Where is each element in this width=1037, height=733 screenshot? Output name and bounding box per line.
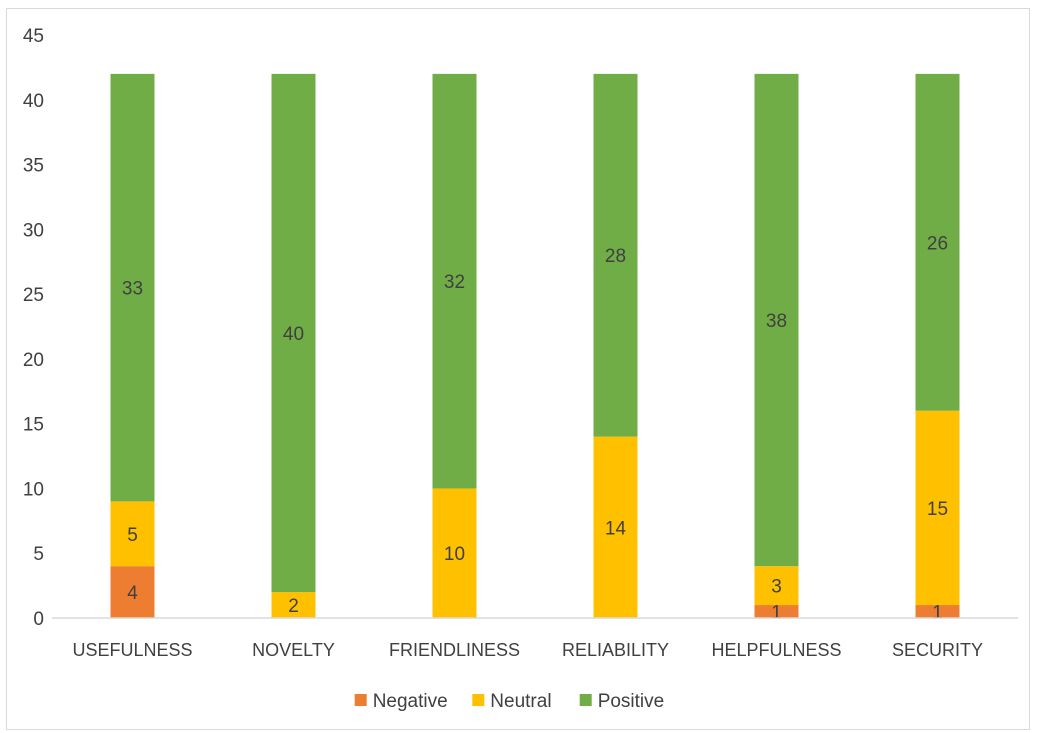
chart-frame: [6, 8, 1030, 730]
y-tick-label: 20: [23, 350, 44, 371]
data-label: 5: [127, 525, 138, 546]
x-axis-categories: USEFULNESS NOVELTY FRIENDLINESS RELIABILITY…: [72, 640, 983, 660]
data-label: 38: [766, 311, 787, 332]
bar-segment-positive: [271, 73, 316, 593]
category-label: RELIABILITY: [562, 640, 669, 660]
y-axis-ticks: 0 5 10 15 20 25 30 35 40 45: [23, 26, 44, 630]
bar-segment-neutral: [915, 410, 960, 606]
y-tick-label: 40: [23, 91, 44, 112]
data-label: 3: [771, 577, 782, 598]
bar-segment-positive: [754, 73, 799, 567]
category-label: NOVELTY: [252, 640, 335, 660]
data-label: 14: [605, 518, 627, 539]
data-label: 2: [288, 596, 299, 617]
legend-swatch-positive: [579, 694, 592, 706]
data-label: 28: [605, 246, 626, 267]
data-label: 1: [771, 603, 782, 624]
data-label: 10: [444, 544, 465, 565]
bar-segment-positive: [110, 73, 155, 502]
data-label: 4: [127, 583, 138, 604]
data-label: 15: [927, 499, 948, 520]
legend-label-neutral: Neutral: [490, 691, 551, 712]
data-label: 1: [932, 603, 943, 624]
y-tick-label: 0: [33, 609, 44, 630]
y-tick-label: 15: [23, 415, 44, 436]
category-label: HELPFULNESS: [711, 640, 841, 660]
data-label: 26: [927, 233, 948, 254]
y-tick-label: 10: [23, 479, 44, 500]
bar-segment-neutral: [110, 501, 155, 567]
bar-segment-negative: [754, 605, 799, 618]
bar-segment-neutral: [271, 592, 316, 618]
bar-segment-negative: [915, 605, 960, 618]
legend-swatch-neutral: [472, 694, 485, 706]
data-label: 32: [444, 272, 465, 293]
bar-segment-positive: [593, 73, 638, 437]
legend: Negative Neutral Positive: [354, 691, 665, 712]
legend-label-negative: Negative: [373, 691, 448, 712]
category-label: FRIENDLINESS: [389, 640, 520, 660]
legend-swatch-negative: [354, 694, 367, 706]
category-label: USEFULNESS: [72, 640, 192, 660]
category-label: SECURITY: [892, 640, 983, 660]
y-tick-label: 45: [23, 26, 44, 47]
y-tick-label: 35: [23, 156, 44, 177]
y-tick-label: 25: [23, 285, 44, 306]
legend-label-positive: Positive: [598, 691, 665, 712]
bar-segment-neutral: [432, 488, 477, 618]
y-tick-label: 5: [33, 544, 44, 565]
bar-segment-neutral: [593, 436, 638, 618]
data-label: 40: [283, 324, 304, 345]
bar-segment-neutral: [754, 566, 799, 606]
data-label: 33: [122, 279, 143, 300]
y-tick-label: 30: [23, 220, 44, 241]
bars: 4 5 33 2 40 10 32 14 28 1 3 38 1 15 26: [110, 73, 960, 624]
bar-segment-positive: [915, 73, 960, 411]
bar-segment-positive: [432, 73, 477, 489]
bar-segment-negative: [110, 566, 155, 618]
